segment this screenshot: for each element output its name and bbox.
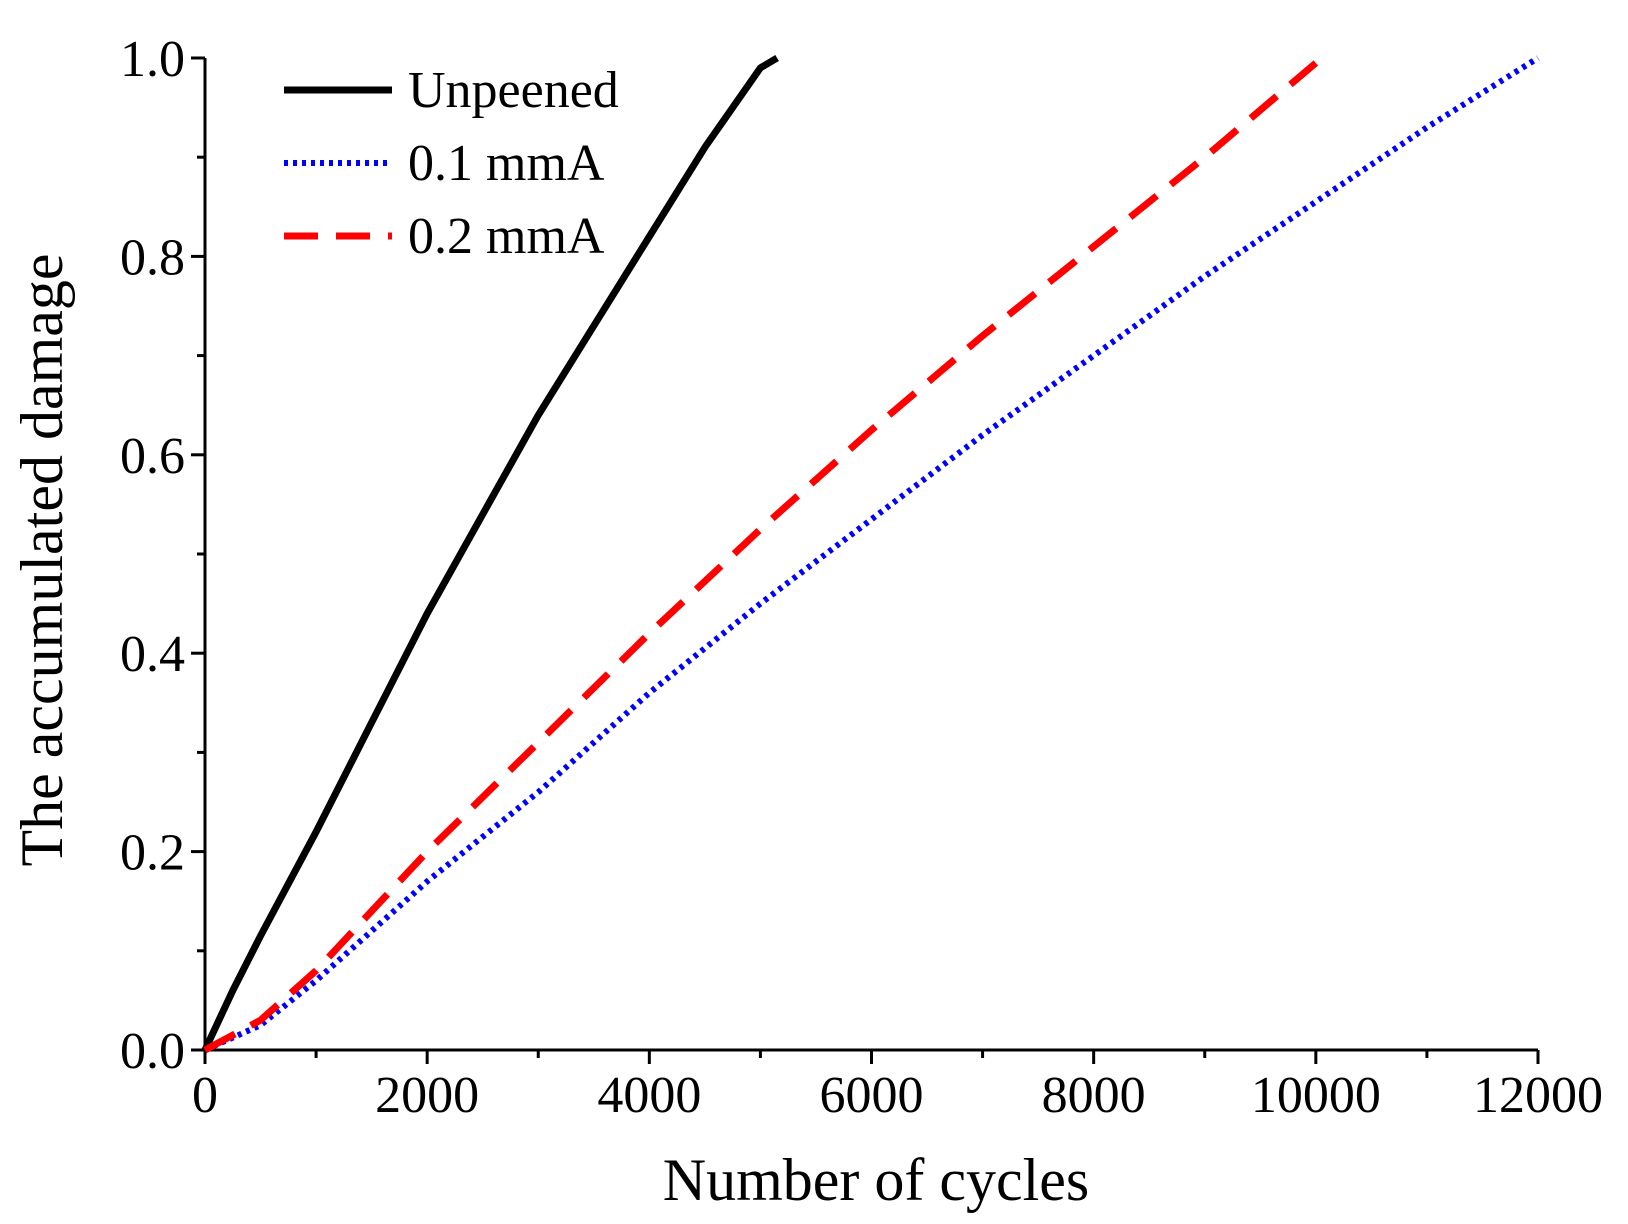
y-tick-label: 0.2 <box>120 825 185 882</box>
legend-label-0-2-mmA: 0.2 mmA <box>408 208 605 265</box>
y-tick-label: 0.4 <box>120 626 185 683</box>
y-tick-label: 1.0 <box>120 31 185 88</box>
x-tick-label: 2000 <box>375 1067 479 1124</box>
series-line-0-1-mma <box>203 55 1540 1053</box>
x-tick-label: 4000 <box>597 1067 701 1124</box>
y-tick-label: 0.0 <box>120 1023 185 1080</box>
series-line-unpeened <box>201 54 779 1052</box>
x-tick-label: 8000 <box>1042 1067 1146 1124</box>
x-tick-label: 0 <box>192 1067 218 1124</box>
x-tick-label: 12000 <box>1473 1067 1603 1124</box>
x-axis-title: Number of cycles <box>663 1147 1090 1213</box>
y-tick-label: 0.8 <box>120 229 185 286</box>
axes <box>191 56 1540 1064</box>
legend-label-0-1-mmA: 0.1 mmA <box>408 135 605 192</box>
series-layer <box>201 54 1540 1054</box>
series-line-0-2-mma <box>203 60 1319 1054</box>
y-tick-label: 0.6 <box>120 428 185 485</box>
y-axis-title: The accumulated damage <box>9 253 75 866</box>
x-tick-label: 10000 <box>1251 1067 1381 1124</box>
legend-label-unpeened: Unpeened <box>408 62 619 119</box>
tick-labels: 0 2000 4000 6000 8000 10000 12000 0.0 0.2 0.4 0.6 0… <box>120 31 1603 1124</box>
x-tick-label: 6000 <box>820 1067 924 1124</box>
legend: Unpeened 0.1 mmA 0.2 mmA <box>284 62 619 265</box>
